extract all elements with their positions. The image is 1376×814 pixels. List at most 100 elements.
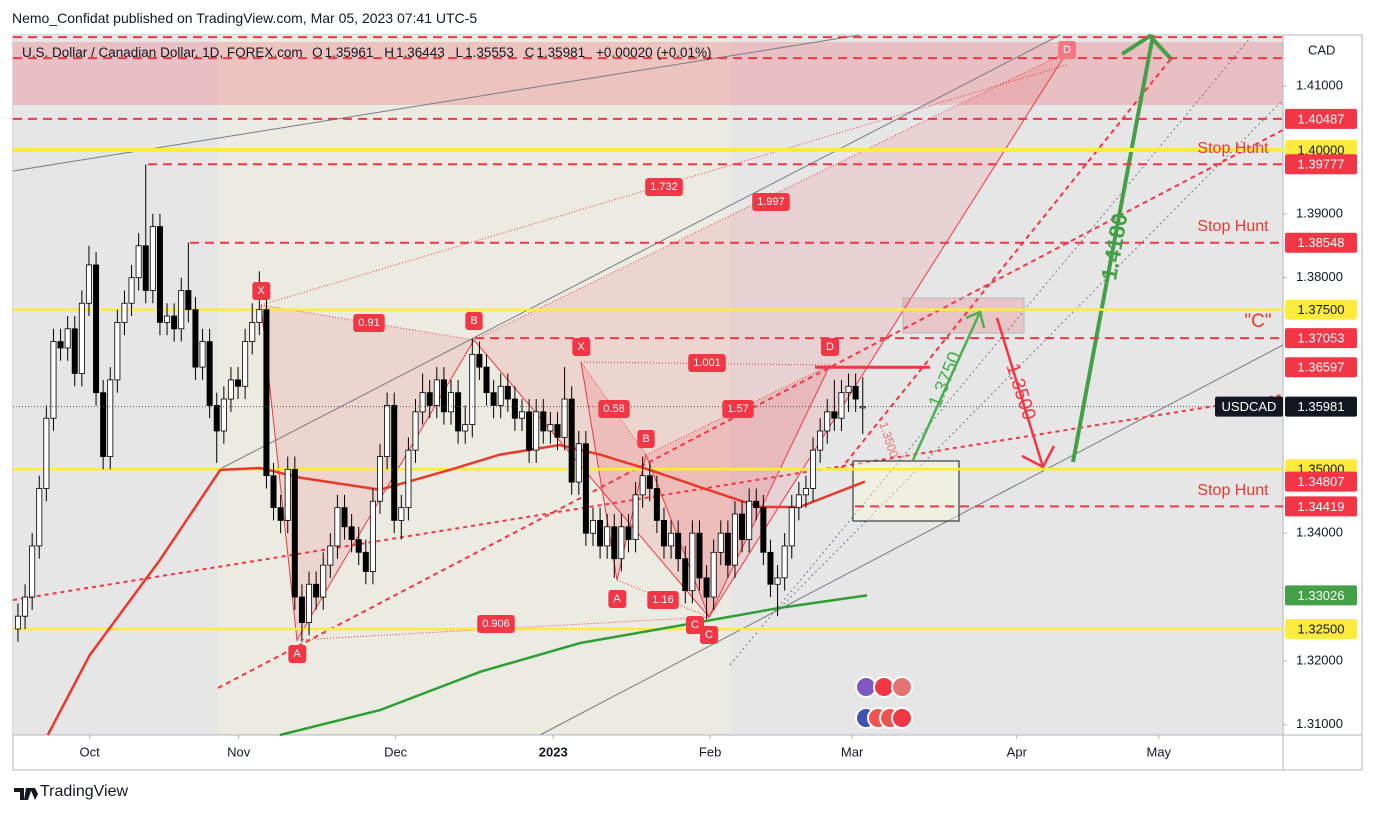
candle-body [774, 577, 781, 585]
ohlc-letter: C [524, 45, 535, 60]
candle-body [199, 341, 206, 368]
legend: U.S. Dollar / Canadian Dollar, 1D, FOREX… [22, 45, 714, 60]
candle-body [419, 392, 426, 413]
price-label-box [1285, 232, 1357, 253]
candle-body [739, 513, 746, 540]
ohlc-letter: L [455, 45, 464, 60]
candle-body [845, 385, 852, 394]
pattern-label-text: 0.91 [358, 317, 379, 329]
candle-body [824, 411, 831, 432]
pattern-label-box [647, 591, 679, 609]
candle-body [440, 379, 447, 413]
candle-body [149, 226, 156, 291]
candle-body [753, 500, 760, 509]
candle-body [14, 615, 21, 630]
pattern-label-text: 0.58 [603, 403, 624, 415]
y-tick-label: 1.31000 [1296, 716, 1343, 731]
price-label-box [1285, 396, 1357, 417]
pattern-label-text: 1.16 [652, 594, 673, 606]
moving-average [46, 443, 866, 736]
ohlc-letter: H [384, 45, 394, 60]
pattern-label: 1.57 [722, 400, 754, 418]
candle-body [455, 392, 462, 432]
price-label: 1.40000 [1298, 142, 1345, 157]
pattern-label-text: 1.57 [727, 403, 748, 415]
pattern-label: 1.16 [647, 591, 679, 609]
candle-body [142, 245, 149, 291]
symbol-box [1215, 396, 1283, 417]
candle-body [334, 507, 341, 547]
currency-label: CAD [1308, 42, 1335, 57]
x-tick-label: Nov [227, 744, 251, 759]
pattern-label: X [572, 338, 591, 356]
candle-body [291, 468, 298, 598]
candle-body [795, 494, 802, 509]
candle-body [256, 309, 263, 323]
pattern-label-text: X [577, 341, 585, 353]
candle-body [220, 398, 227, 432]
candle-body [710, 551, 717, 598]
candle-body [277, 507, 284, 521]
candle-body [518, 411, 525, 419]
candle-body [171, 315, 178, 330]
ratio-line [473, 51, 1068, 341]
price-label: 1.37500 [1298, 302, 1345, 317]
candle-body [533, 411, 540, 451]
x-tick-label: Apr [1007, 744, 1028, 759]
x-tick-label: Oct [80, 744, 101, 759]
candle-body [547, 424, 554, 432]
channel-line [217, 34, 1061, 471]
candle-body [85, 264, 92, 304]
pattern-label: C [700, 626, 719, 644]
candle-body [93, 264, 100, 394]
change: +0.00020 (+0.01%) [595, 45, 712, 60]
candle-body [476, 353, 483, 368]
price-label-box [1285, 496, 1357, 517]
pattern-label-box [598, 400, 630, 418]
candle-body [185, 290, 192, 311]
y-tick-label: 1.39000 [1296, 205, 1343, 220]
price-label-box [1285, 108, 1357, 129]
price-label: 1.37053 [1298, 331, 1345, 346]
candle-body [43, 417, 50, 489]
trend-line [12, 394, 1284, 601]
candle-body [313, 583, 320, 598]
moving-average [279, 594, 868, 737]
candle-body [675, 532, 682, 560]
candle-body [78, 302, 85, 374]
candle-body [22, 596, 29, 617]
candle-body [568, 398, 575, 483]
x-tick-label: 2023 [539, 744, 568, 759]
x-tick-label: May [1146, 744, 1171, 759]
symbol-title: U.S. Dollar / Canadian Dollar, 1D, FOREX… [22, 45, 303, 60]
candle-body [618, 526, 625, 560]
pattern-label: 0.91 [353, 314, 385, 332]
candle-body [398, 507, 405, 521]
candle-body [433, 379, 440, 406]
candle-body [114, 322, 121, 381]
candle-body [575, 443, 582, 483]
pattern-label-box [645, 178, 683, 196]
pattern-label-box [477, 615, 515, 633]
drawings [12, 33, 1284, 736]
x-tick-label: Mar [841, 744, 864, 759]
price-label: 1.39777 [1298, 157, 1345, 172]
price-label-box [1285, 299, 1357, 320]
pattern-label-box [722, 400, 754, 418]
candle-body [497, 385, 504, 406]
candle-body [852, 385, 859, 400]
candle-body [632, 494, 639, 540]
event-icons [855, 676, 913, 729]
price-label: 1.40487 [1298, 111, 1345, 126]
pattern-fill [581, 362, 646, 580]
trend-line [217, 129, 1284, 689]
candle-body [306, 583, 313, 623]
price-label: 1.35981 [1298, 399, 1345, 414]
candle-body [135, 245, 142, 279]
price-label: 1.33026 [1298, 588, 1345, 603]
channel-line [539, 344, 1284, 736]
candle-body [448, 392, 455, 413]
pattern-label-text: 1.732 [650, 181, 678, 193]
candle-body [639, 475, 646, 496]
channel-line [729, 37, 1251, 666]
